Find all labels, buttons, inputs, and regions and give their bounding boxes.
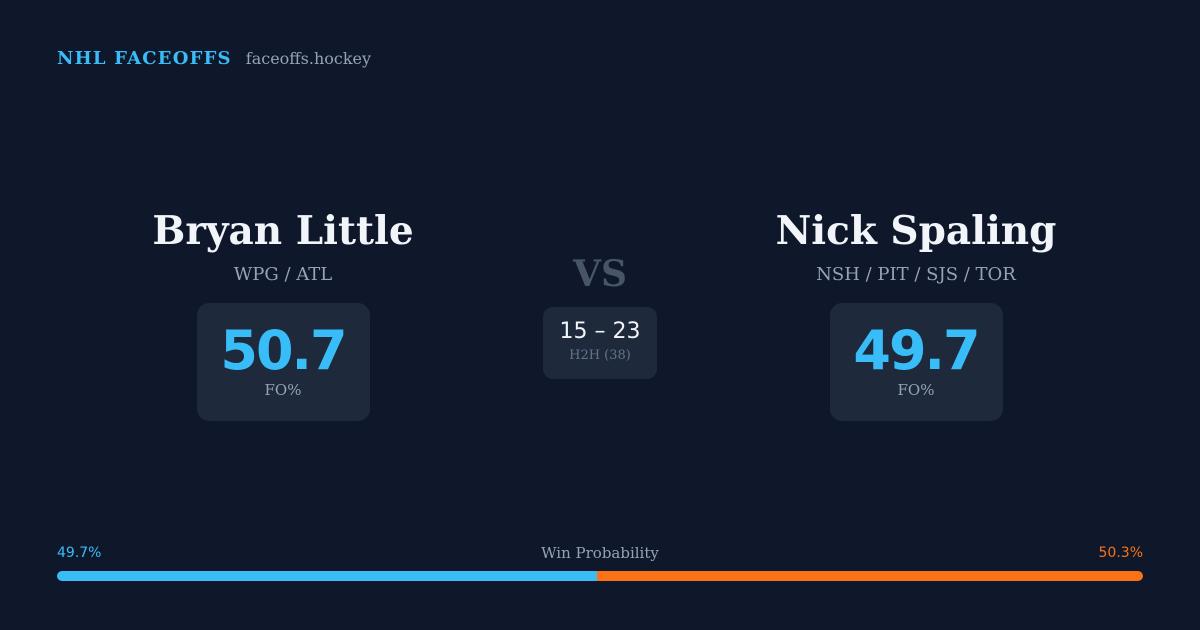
win-probability-labels: 49.7% Win Probability 50.3% bbox=[57, 543, 1143, 563]
h2h-label: H2H (38) bbox=[569, 348, 631, 363]
player-right-teams: NSH / PIT / SJS / TOR bbox=[816, 264, 1016, 285]
brand-header: NHL FACEOFFS faceoffs.hockey bbox=[57, 48, 371, 69]
win-probability-left-fill bbox=[57, 571, 597, 581]
brand-domain: faceoffs.hockey bbox=[245, 49, 372, 68]
player-left-fo-value: 50.7 bbox=[220, 319, 347, 382]
player-left-stat-card: 50.7 FO% bbox=[196, 303, 370, 421]
player-right-fo-value: 49.7 bbox=[853, 319, 980, 382]
player-left-teams: WPG / ATL bbox=[233, 264, 333, 285]
brand-title[interactable]: NHL FACEOFFS bbox=[57, 48, 232, 69]
player-right-fo-label: FO% bbox=[897, 381, 935, 399]
win-probability-right-fill bbox=[596, 571, 1143, 581]
player-left-fo-label: FO% bbox=[264, 381, 302, 399]
win-probability-title: Win Probability bbox=[541, 544, 659, 562]
h2h-card: 15 – 23 H2H (38) bbox=[543, 307, 657, 379]
player-right-name: Nick Spaling bbox=[775, 208, 1057, 254]
win-probability-bar bbox=[57, 571, 1143, 581]
win-probability-right-value: 50.3% bbox=[1098, 545, 1143, 561]
win-probability-left-value: 49.7% bbox=[57, 545, 102, 561]
player-left: Bryan Little WPG / ATL 50.7 FO% bbox=[33, 205, 533, 421]
vs-label: VS bbox=[573, 253, 627, 295]
h2h-score: 15 – 23 bbox=[559, 319, 641, 344]
player-right: Nick Spaling NSH / PIT / SJS / TOR 49.7 … bbox=[666, 205, 1166, 421]
player-right-stat-card: 49.7 FO% bbox=[829, 303, 1003, 421]
player-left-name: Bryan Little bbox=[152, 208, 414, 254]
